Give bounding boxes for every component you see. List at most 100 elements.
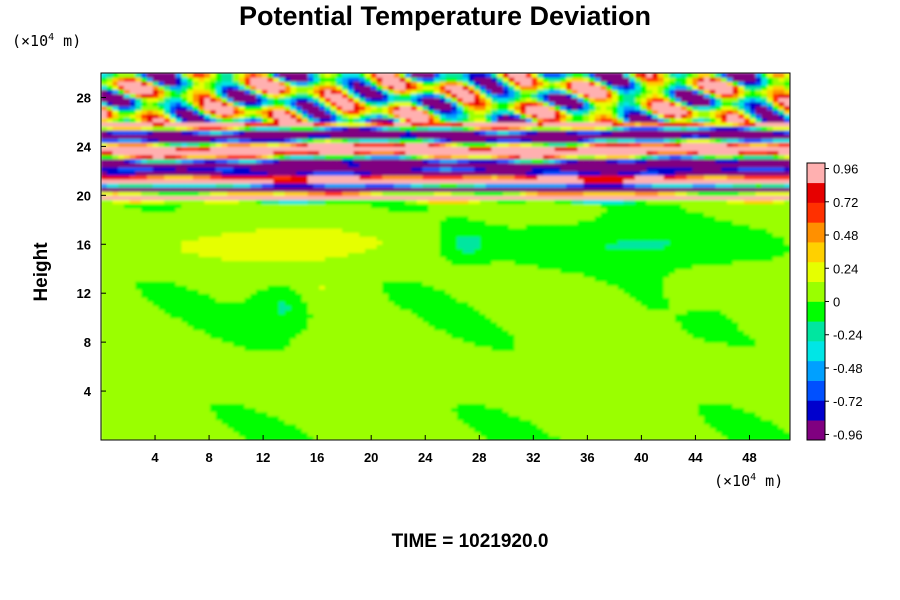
- heatmap-cell: [342, 358, 349, 364]
- heatmap-cell: [101, 358, 108, 364]
- heatmap-cell: [612, 382, 619, 388]
- heatmap-cell: [290, 301, 297, 307]
- heatmap-cell: [652, 435, 659, 440]
- heatmap-cell: [135, 378, 142, 384]
- heatmap-cell: [617, 297, 625, 302]
- heatmap-cell: [479, 403, 487, 408]
- heatmap-cell: [123, 370, 131, 376]
- heatmap-cell: [606, 350, 613, 355]
- heatmap-cell: [520, 354, 527, 360]
- heatmap-cell: [123, 403, 131, 408]
- heatmap-cell: [256, 280, 263, 286]
- heatmap-cell: [411, 419, 418, 425]
- heatmap-cell: [434, 378, 441, 384]
- heatmap-cell: [290, 423, 297, 429]
- heatmap-cell: [508, 366, 515, 372]
- heatmap-cell: [589, 293, 596, 298]
- heatmap-cell: [250, 423, 257, 429]
- heatmap-cell: [491, 378, 498, 384]
- heatmap-cell: [382, 378, 389, 384]
- heatmap-cell: [198, 399, 205, 404]
- heatmap-cell: [428, 374, 435, 380]
- heatmap-cell: [767, 280, 774, 286]
- heatmap-cell: [698, 329, 705, 335]
- heatmap-cell: [152, 386, 160, 392]
- heatmap-cell: [715, 423, 722, 429]
- heatmap-cell: [324, 325, 332, 331]
- heatmap-cell: [290, 329, 297, 335]
- heatmap-cell: [749, 321, 757, 327]
- heatmap-cell: [577, 329, 584, 335]
- heatmap-cell: [589, 342, 596, 347]
- heatmap-cell: [261, 309, 269, 315]
- heatmap-cell: [347, 378, 355, 384]
- heatmap-cell: [233, 338, 240, 343]
- heatmap-cell: [158, 427, 165, 433]
- heatmap-cell: [652, 386, 659, 392]
- heatmap-cell: [238, 362, 246, 368]
- heatmap-cell: [520, 346, 527, 351]
- heatmap-cell: [623, 374, 630, 380]
- heatmap-cell: [370, 354, 378, 360]
- heatmap-cell: [307, 325, 315, 331]
- heatmap-cell: [146, 382, 154, 388]
- heatmap-cell: [129, 321, 137, 327]
- heatmap-cell: [445, 374, 452, 380]
- heatmap-cell: [646, 293, 653, 298]
- heatmap-cell: [261, 346, 269, 351]
- heatmap-cell: [698, 370, 705, 376]
- heatmap-cell: [571, 427, 579, 433]
- heatmap-cell: [210, 268, 217, 274]
- heatmap-cell: [439, 338, 447, 343]
- heatmap-cell: [634, 342, 642, 347]
- heatmap-cell: [451, 305, 458, 311]
- heatmap-cell: [749, 415, 757, 421]
- heatmap-cell: [365, 325, 372, 331]
- heatmap-cell: [629, 301, 636, 307]
- heatmap-cell: [428, 293, 435, 298]
- heatmap-cell: [388, 419, 395, 425]
- heatmap-cell: [106, 382, 114, 388]
- heatmap-cell: [675, 427, 682, 433]
- heatmap-cell: [169, 346, 177, 351]
- heatmap-cell: [399, 272, 406, 278]
- heatmap-cell: [703, 309, 711, 315]
- heatmap-cell: [256, 415, 263, 421]
- heatmap-cell: [698, 342, 705, 347]
- heatmap-cell: [543, 407, 550, 413]
- heatmap-cell: [784, 366, 790, 372]
- heatmap-cell: [640, 301, 648, 307]
- heatmap-cell: [652, 362, 659, 368]
- heatmap-cell: [502, 350, 510, 355]
- heatmap-cell: [686, 419, 693, 425]
- heatmap-cell: [571, 435, 579, 440]
- heatmap-cell: [767, 329, 774, 335]
- heatmap-cell: [726, 403, 734, 408]
- heatmap-cell: [101, 403, 108, 408]
- heatmap-cell: [169, 427, 177, 433]
- heatmap-cell: [313, 268, 320, 274]
- heatmap-cell: [709, 289, 716, 294]
- heatmap-cell: [623, 415, 630, 421]
- heatmap-cell: [227, 321, 234, 327]
- heatmap-cell: [732, 362, 739, 368]
- heatmap-cell: [715, 378, 722, 384]
- heatmap-cell: [250, 358, 257, 364]
- heatmap-cell: [393, 301, 401, 307]
- heatmap-cell: [445, 342, 452, 347]
- heatmap-cell: [330, 297, 338, 302]
- heatmap-cell: [744, 358, 751, 364]
- heatmap-cell: [537, 391, 544, 396]
- heatmap-cell: [290, 431, 297, 437]
- heatmap-cell: [393, 399, 401, 404]
- heatmap-cell: [634, 272, 642, 278]
- heatmap-cell: [112, 378, 119, 384]
- heatmap-cell: [445, 350, 452, 355]
- heatmap-cell: [456, 395, 464, 400]
- heatmap-cell: [330, 370, 338, 376]
- heatmap-cell: [491, 382, 498, 388]
- heatmap-cell: [514, 382, 521, 388]
- heatmap-cell: [233, 297, 240, 302]
- heatmap-cell: [629, 317, 636, 323]
- heatmap-cell: [721, 395, 728, 400]
